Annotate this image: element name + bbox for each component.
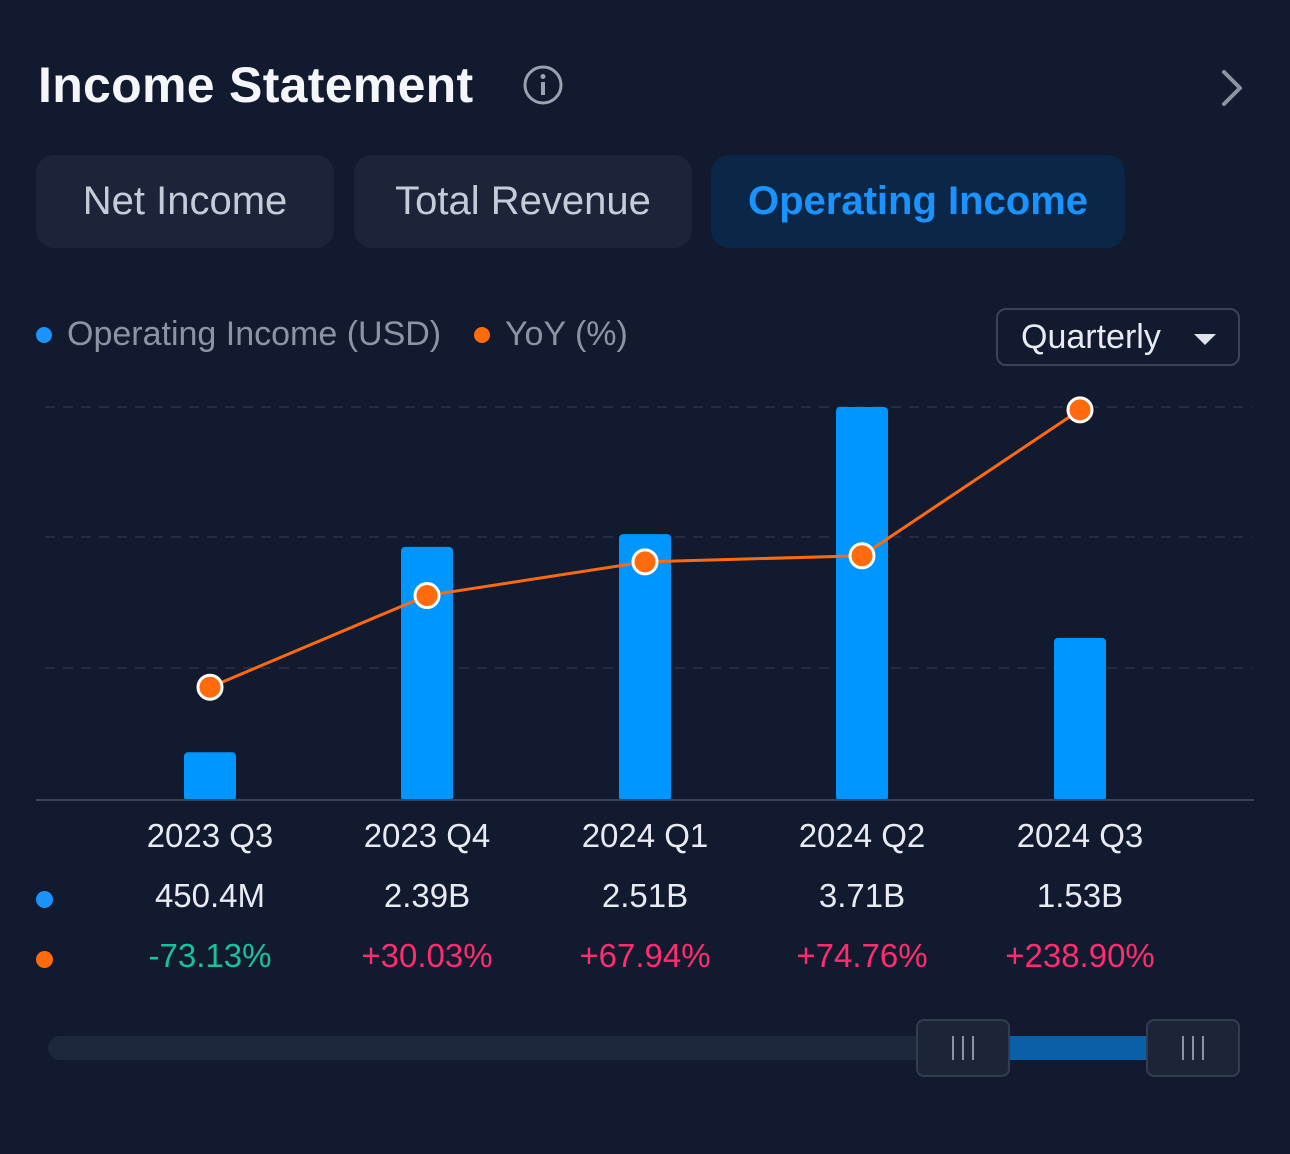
grip-line <box>1182 1036 1184 1060</box>
bar-2023-q4 <box>401 546 453 801</box>
info-icon[interactable] <box>522 64 564 106</box>
header: Income Statement <box>38 56 1250 120</box>
x-tick-label: 2023 Q4 <box>363 817 491 854</box>
legend-item-operating-income: Operating Income (USD) <box>36 315 441 354</box>
legend-dot-orange <box>474 326 490 343</box>
yoy-value: +238.90% <box>1005 937 1155 974</box>
operating-income-value: 2.51B <box>601 877 689 914</box>
yoy-point-2024-q3 <box>1066 396 1094 424</box>
legend-item-yoy: YoY (%) <box>474 315 628 354</box>
operating-income-value: 3.71B <box>818 877 906 914</box>
operating-income-value: 1.53B <box>1036 877 1124 914</box>
legend-dot-blue <box>36 326 52 343</box>
range-slider-left-handle[interactable] <box>916 1019 1010 1077</box>
grip-line <box>962 1036 964 1060</box>
bar-2024-q3 <box>1054 637 1106 801</box>
caret-down-icon <box>1194 334 1216 345</box>
grip-line <box>1202 1036 1204 1060</box>
bar-2024-q1 <box>619 534 671 801</box>
yoy-point-2024-q1 <box>631 548 659 576</box>
yoy-value: +67.94% <box>579 937 711 974</box>
legend-label: Operating Income (USD) <box>67 315 442 353</box>
yoy-point-2023-q3 <box>196 673 224 701</box>
tab-net-income[interactable]: Net Income <box>36 155 334 248</box>
range-slider-right-handle[interactable] <box>1146 1019 1240 1077</box>
x-tick-label: 2024 Q1 <box>581 817 709 854</box>
operating-income-value: 2.39B <box>383 877 471 914</box>
tab-total-revenue[interactable]: Total Revenue <box>354 155 692 248</box>
yoy-point-2023-q4 <box>413 582 441 610</box>
bar-2024-q2 <box>836 407 888 801</box>
grip-line <box>972 1036 974 1060</box>
row-dot-operating-income <box>36 891 53 908</box>
x-tick-label: 2023 Q3 <box>146 817 274 854</box>
yoy-value: -73.13% <box>148 937 272 974</box>
x-tick-label: 2024 Q3 <box>1016 817 1144 854</box>
operating-income-value: 450.4M <box>154 877 266 914</box>
bar-2023-q3 <box>184 752 236 801</box>
tab-operating-income[interactable]: Operating Income <box>711 155 1125 248</box>
chevron-right-icon[interactable] <box>1214 64 1250 112</box>
page-title: Income Statement <box>38 57 474 113</box>
yoy-value: +74.76% <box>796 937 928 974</box>
x-tick-label: 2024 Q2 <box>798 817 926 854</box>
yoy-point-2024-q2 <box>848 542 876 570</box>
legend-label: YoY (%) <box>505 315 628 353</box>
row-dot-yoy <box>36 951 53 968</box>
yoy-value: +30.03% <box>361 937 493 974</box>
chart <box>36 396 1254 801</box>
period-dropdown-value: Quarterly <box>1021 317 1161 356</box>
range-slider-selection[interactable] <box>1008 1036 1148 1060</box>
period-dropdown[interactable]: Quarterly <box>996 308 1240 366</box>
grip-line <box>1192 1036 1194 1060</box>
grip-line <box>952 1036 954 1060</box>
